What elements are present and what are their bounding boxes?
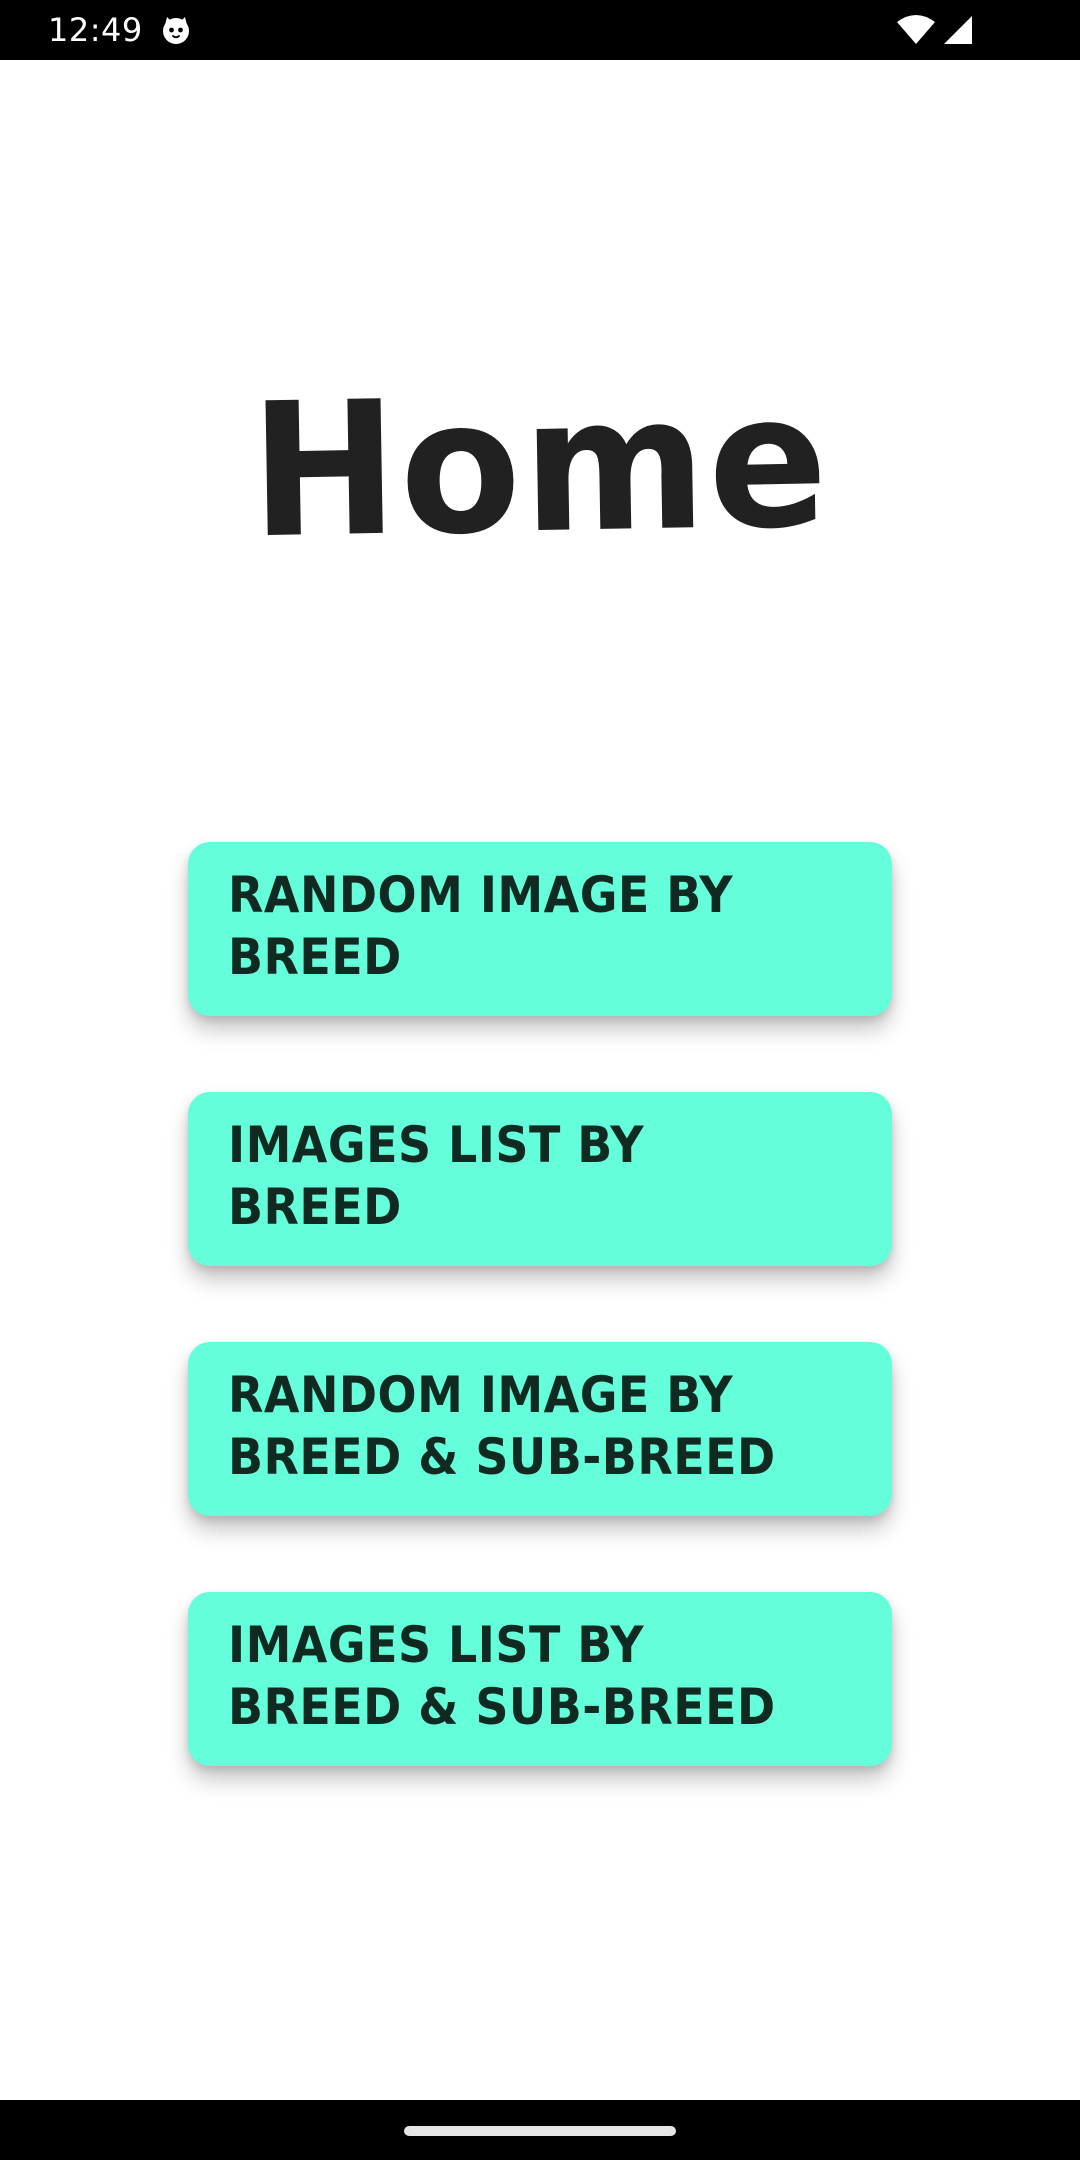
home-gesture-bar-icon[interactable] [404,2126,676,2136]
wifi-icon [896,14,936,46]
status-time: 12:49 [48,11,143,49]
cat-face-icon [160,14,192,46]
cell-signal-icon [942,14,974,46]
page-title: Home [248,353,832,580]
status-bar: 12:49 [0,0,1080,60]
images-list-by-breed-button[interactable]: Images List By Breed [188,1092,892,1266]
random-image-by-breed-and-sub-breed-button[interactable]: Random Image By Breed & Sub-Breed [188,1342,892,1516]
button-label: Images List By Breed & Sub-Breed [228,1616,776,1736]
button-label: Images List By Breed [228,1116,645,1236]
button-label: Random Image By Breed & Sub-Breed [228,1366,776,1486]
navigation-bar [0,2100,1080,2160]
images-list-by-breed-and-sub-breed-button[interactable]: Images List By Breed & Sub-Breed [188,1592,892,1766]
button-label: Random Image By Breed [228,866,734,986]
random-image-by-breed-button[interactable]: Random Image By Breed [188,842,892,1016]
